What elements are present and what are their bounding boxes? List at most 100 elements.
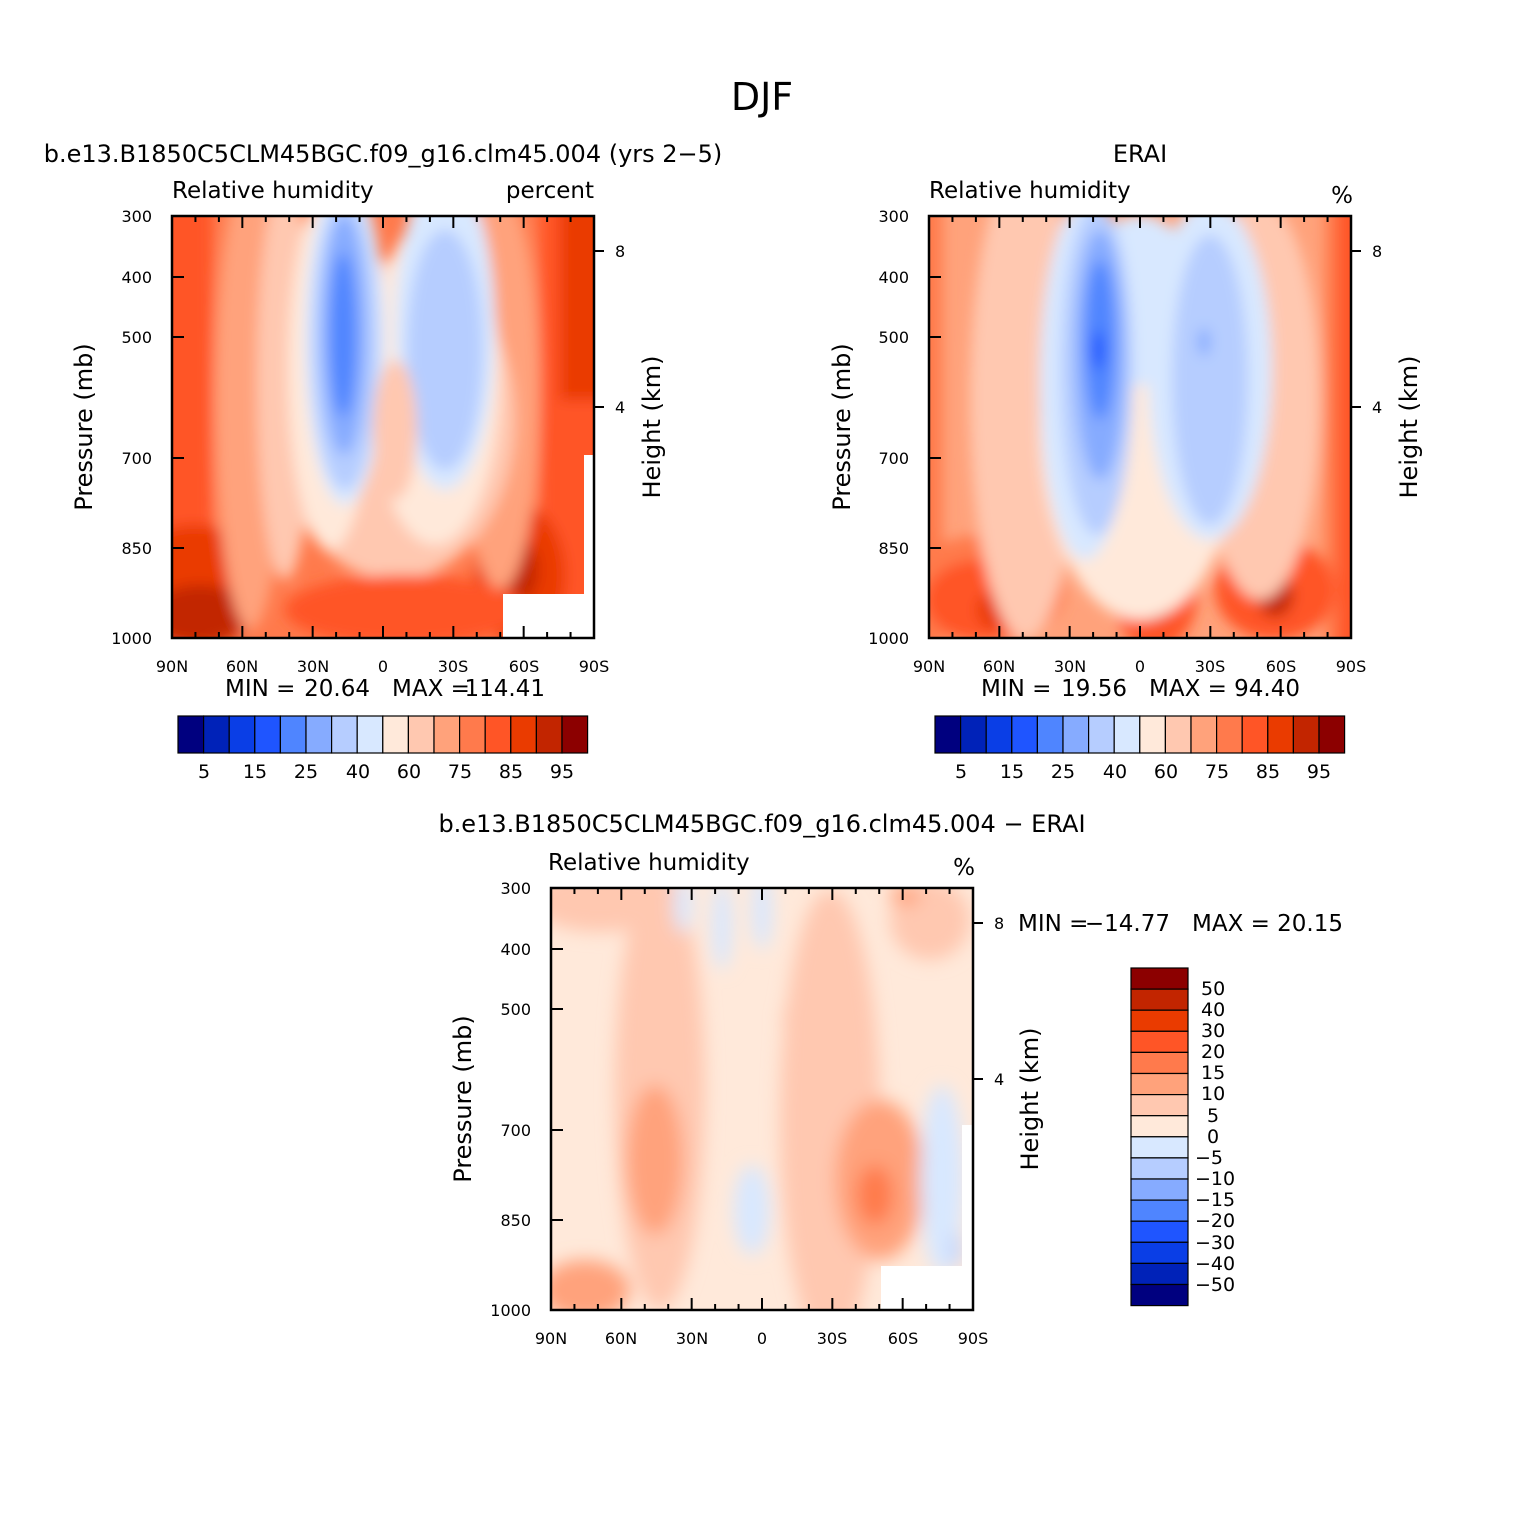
colorbar-box: [203, 715, 230, 754]
colorbar-box: [934, 715, 962, 754]
colorbar-label: −50: [1195, 1274, 1235, 1296]
units-label: %: [953, 855, 975, 881]
colorbar-box: [1130, 1115, 1189, 1138]
colorbar-box: [484, 715, 512, 754]
colorbar-label: 20: [1201, 1041, 1225, 1063]
colorbar-label: −20: [1195, 1210, 1235, 1232]
y2-tick-label: 4: [994, 1070, 1004, 1089]
y2-tick-label: 4: [1372, 398, 1382, 417]
colorbar-label: 75: [1205, 761, 1229, 783]
colorbar-box: [1130, 1136, 1189, 1159]
colorbar-box: [1190, 715, 1218, 754]
y-tick-label: 400: [121, 268, 152, 287]
colorbar-box: [1139, 715, 1167, 754]
colorbar-box: [561, 715, 589, 754]
y-tick-label: 850: [878, 539, 909, 558]
y-tick-label: 500: [878, 328, 909, 347]
colorbar-label: −10: [1195, 1168, 1235, 1190]
colorbar-box: [959, 715, 987, 754]
x-tick-label: 60N: [983, 657, 1015, 676]
colorbar-label: 60: [397, 761, 421, 783]
max-label: MAX =: [1192, 911, 1270, 937]
x-tick-label: 90S: [579, 657, 610, 676]
y-tick-label: 400: [500, 940, 531, 959]
max-label: MAX =: [1149, 676, 1227, 702]
colorbar-label: 15: [1201, 1062, 1225, 1084]
colorbar-box: [279, 715, 307, 754]
max-value: 114.41: [465, 676, 545, 702]
colorbar-box: [1130, 1220, 1189, 1243]
y-tick-label: 850: [121, 539, 152, 558]
y2-tick-label: 4: [615, 398, 625, 417]
y-axis-label: Pressure (mb): [449, 1015, 477, 1182]
max-label: MAX =: [392, 676, 470, 702]
colorbar-box: [331, 715, 358, 754]
x-tick-label: 60N: [226, 657, 258, 676]
x-tick-label: 30S: [817, 1329, 848, 1348]
colorbar-box: [1130, 1178, 1189, 1201]
colorbar-label: −40: [1195, 1253, 1235, 1275]
x-tick-label: 90S: [958, 1329, 989, 1348]
colorbar-label: −15: [1195, 1189, 1235, 1211]
colorbar-box: [1130, 988, 1189, 1011]
y2-axis-label: Height (km): [1395, 356, 1423, 499]
colorbar-labels: 5 15 25 40 60 75 85 95: [955, 761, 1331, 783]
colorbar-label: 85: [499, 761, 523, 783]
x-tick-label: 90N: [156, 657, 188, 676]
panel-difference: b.e13.B1850C5CLM45BGC.f09_g16.clm45.004 …: [438, 810, 1343, 1348]
colorbar-label: 10: [1201, 1083, 1225, 1105]
colorbar-box: [1130, 1093, 1189, 1117]
colorbar-box: [1130, 1283, 1189, 1307]
colorbar-label: 0: [1207, 1126, 1219, 1148]
panel-title: b.e13.B1850C5CLM45BGC.f09_g16.clm45.004 …: [44, 140, 723, 168]
colorbar-label: 5: [198, 761, 210, 783]
colorbar-box: [1130, 1072, 1189, 1096]
colorbar-label: 40: [1201, 999, 1225, 1021]
x-tick-label: 30N: [676, 1329, 708, 1348]
colorbar: [934, 715, 1346, 754]
y-tick-label: 700: [878, 449, 909, 468]
colorbar-box: [1130, 1241, 1189, 1265]
min-label: MIN =: [1018, 911, 1088, 937]
x-tick-label: 60S: [888, 1329, 919, 1348]
x-tick-label: 0: [378, 657, 388, 676]
min-label: MIN =: [225, 676, 295, 702]
min-value: 20.64: [304, 676, 370, 702]
colorbar-box: [305, 715, 333, 754]
colorbar-box: [1130, 1199, 1189, 1222]
x-tick-label: 60N: [605, 1329, 637, 1348]
colorbar-box: [1062, 715, 1090, 754]
colorbar-label: 50: [1201, 978, 1225, 1000]
colorbar-label: 30: [1201, 1020, 1225, 1042]
colorbar-box: [535, 715, 563, 754]
x-tick-label: 30S: [438, 657, 469, 676]
x-tick-label: 30N: [297, 657, 329, 676]
max-value: 94.40: [1234, 676, 1300, 702]
y-tick-label: 850: [500, 1211, 531, 1230]
variable-label: Relative humidity: [548, 850, 750, 876]
colorbar-box: [459, 715, 486, 754]
y2-axis-label: Height (km): [1016, 1028, 1044, 1171]
colorbar-box: [1130, 1009, 1189, 1032]
colorbar-label: 5: [1207, 1105, 1219, 1127]
y-tick-label: 300: [121, 207, 152, 226]
colorbar-label: 85: [1256, 761, 1280, 783]
axis-ticks: [550, 887, 983, 1311]
units-label: percent: [506, 178, 594, 204]
colorbar-label: 40: [1103, 761, 1127, 783]
colorbar-label: 95: [1307, 761, 1331, 783]
y-tick-label: 400: [878, 268, 909, 287]
colorbar-box: [1267, 715, 1295, 754]
colorbar-box: [228, 715, 256, 754]
contour-field: [172, 216, 594, 638]
min-value: 19.56: [1061, 676, 1127, 702]
colorbar-box: [1318, 715, 1346, 754]
colorbar-box: [985, 715, 1013, 754]
colorbar-box: [382, 715, 409, 754]
max-value: 20.15: [1277, 911, 1343, 937]
colorbar: [177, 715, 589, 754]
x-tick-label: 90S: [1336, 657, 1367, 676]
x-tick-label: 60S: [509, 657, 540, 676]
colorbar-label: 95: [550, 761, 574, 783]
contour-field: [929, 216, 1351, 638]
